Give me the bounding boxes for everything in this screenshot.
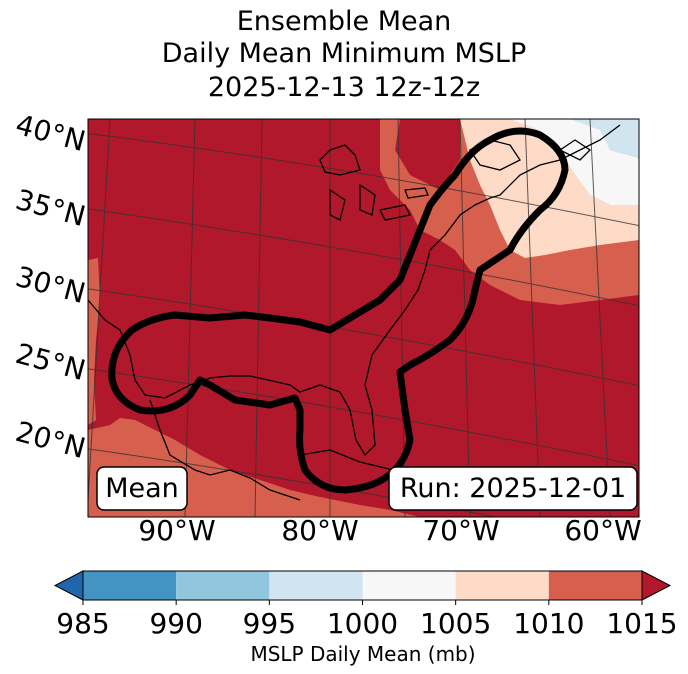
colorbar-bin-985-990	[83, 571, 177, 600]
lake-huron	[359, 183, 376, 216]
lat-label-30n: 30°N	[12, 260, 89, 310]
run-label: Run: 2025-12-01	[400, 473, 626, 504]
colorbar: 985 990 995 1000 1005 1010 1015	[53, 570, 678, 640]
colorbar-bin-990-995	[176, 571, 270, 600]
contour-1010mb	[108, 127, 569, 494]
lon-label-90w: 90°W	[138, 514, 215, 547]
lat-labels: 40°N 35°N 30°N 25°N 20°N	[12, 108, 89, 465]
lat-label-25n: 25°N	[12, 337, 89, 387]
colorbar-bin-1010-1015	[548, 571, 642, 600]
lake-ontario	[404, 187, 429, 199]
lat-label-35n: 35°N	[12, 183, 89, 233]
map-frame	[87, 118, 640, 518]
colorbar-bin-1000-1005	[362, 571, 456, 600]
run-label-box: Run: 2025-12-01	[388, 466, 638, 511]
title-line-3: 2025-12-13 12z-12z	[207, 72, 481, 103]
colorbar-tick-label-1005: 1005	[420, 607, 491, 640]
lake-michigan	[329, 188, 346, 221]
coastline-us-east-gulf	[88, 124, 621, 457]
meridian-95w	[88, 119, 111, 501]
lon-labels: 90°W 80°W 70°W 60°W	[138, 514, 641, 547]
meridian-60w	[589, 119, 611, 517]
coastline-mexico	[149, 399, 301, 501]
title-line-1: Ensemble Mean	[236, 6, 452, 37]
lake-superior	[319, 144, 361, 176]
nova-scotia	[558, 139, 592, 161]
lake-erie	[379, 204, 411, 221]
parallel-30n	[88, 288, 639, 387]
colorbar-bin-995-1000	[269, 571, 363, 600]
colorbar-bin-1005-1010	[455, 571, 549, 600]
colorbar-tick-label-985: 985	[56, 607, 109, 640]
pressure-field-1005-1010-west-edge	[88, 258, 100, 425]
lat-label-40n: 40°N	[12, 108, 89, 158]
parallel-40n	[88, 132, 639, 227]
mean-label-box: Mean	[96, 466, 188, 511]
title-line-2: Daily Mean Minimum MSLP	[161, 38, 527, 69]
colorbar-tick-label-1015: 1015	[606, 607, 677, 640]
colorbar-extend-high	[641, 570, 672, 601]
colorbar-tick-label-995: 995	[243, 607, 296, 640]
mean-label: Mean	[105, 473, 179, 504]
lat-label-20n: 20°N	[12, 415, 89, 465]
parallel-25n	[88, 368, 639, 467]
lon-label-70w: 70°W	[422, 514, 499, 547]
colorbar-title: MSLP Daily Mean (mb)	[250, 642, 475, 666]
colorbar-tick-label-1000: 1000	[327, 607, 398, 640]
lon-label-80w: 80°W	[281, 514, 358, 547]
pressure-field-990-995	[570, 119, 639, 158]
coastlines	[88, 124, 621, 501]
colorbar-extend-low	[53, 570, 84, 601]
lon-label-60w: 60°W	[564, 514, 641, 547]
meridian-65w	[524, 119, 541, 517]
map-panel: Mean Run: 2025-12-01	[88, 119, 639, 517]
pressure-field-1000-1005	[460, 119, 639, 258]
parallel-35n	[88, 208, 639, 307]
colorbar-tick-label-990: 990	[149, 607, 202, 640]
colorbar-tick-label-1010: 1010	[513, 607, 584, 640]
